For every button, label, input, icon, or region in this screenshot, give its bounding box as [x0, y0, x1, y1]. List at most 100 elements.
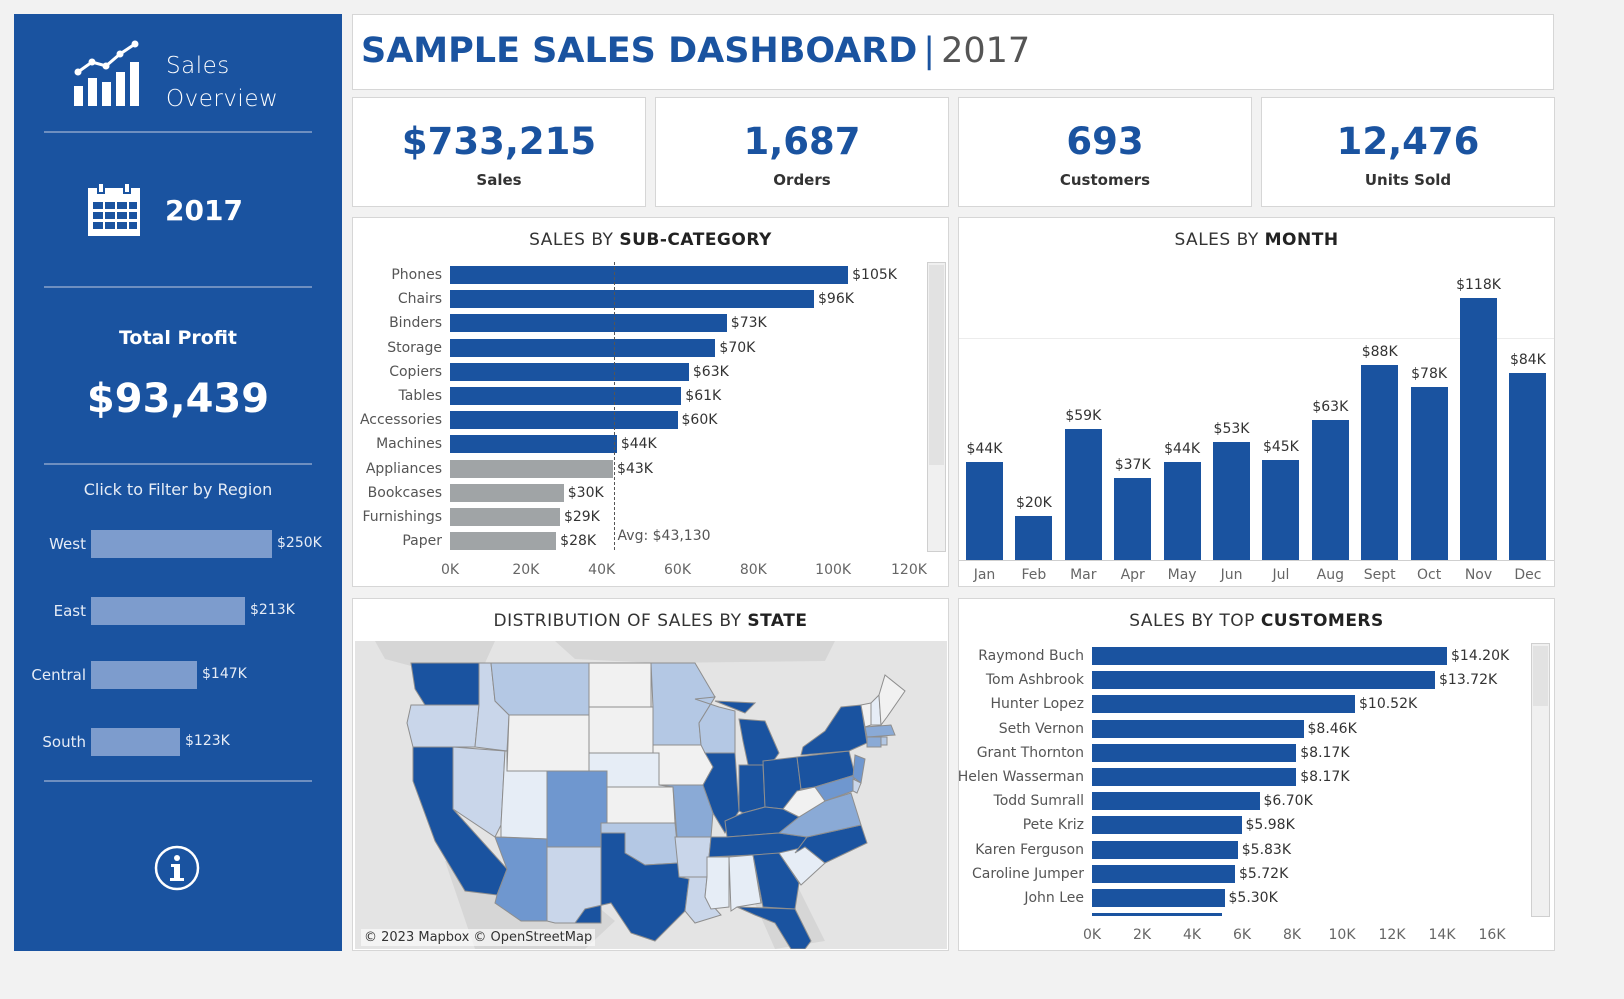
- state-RI: [880, 736, 888, 746]
- customer-bar[interactable]: [1092, 816, 1242, 835]
- month-bar[interactable]: [1311, 420, 1349, 560]
- month-bar[interactable]: [1213, 442, 1250, 560]
- subcategory-bar[interactable]: [450, 266, 849, 284]
- customer-bar[interactable]: [1092, 889, 1225, 907]
- bar-value-label: $73K: [730, 315, 767, 332]
- x-tick-label: Apr: [1120, 567, 1145, 583]
- subcategory-bar[interactable]: [450, 483, 564, 502]
- panel-title-strong: CUSTOMERS: [1260, 611, 1384, 631]
- bar-value-label: $10.52K: [1359, 696, 1418, 713]
- scrollbar[interactable]: [927, 262, 946, 552]
- region-filter-south[interactable]: South $123K: [14, 728, 342, 756]
- subcategory-bar[interactable]: [450, 508, 560, 526]
- region-bar[interactable]: [91, 530, 272, 558]
- month-bar[interactable]: [1460, 298, 1497, 560]
- bar-value-label: $29K: [563, 509, 600, 525]
- month-bar[interactable]: [1163, 462, 1201, 560]
- gridline: [959, 338, 1554, 339]
- map-attribution[interactable]: © 2023 Mapbox © OpenStreetMap: [361, 929, 596, 946]
- x-tick-label: Jul: [1272, 567, 1290, 583]
- sidebar-divider: [44, 286, 312, 288]
- region-filter-east[interactable]: East $213K: [14, 597, 342, 625]
- customer-bar[interactable]: [1092, 768, 1297, 786]
- x-tick-label: 60K: [664, 562, 691, 578]
- region-label: West: [49, 535, 86, 553]
- category-label: Copiers: [389, 363, 442, 380]
- panel-title-prefix: SALES BY: [529, 230, 620, 250]
- month-bar[interactable]: [1410, 386, 1448, 560]
- bar-value-label: $60K: [681, 412, 718, 429]
- customer-label: Grant Thornton: [976, 744, 1084, 761]
- region-filter-west[interactable]: West $250K: [14, 530, 342, 558]
- bar-value-label: $5.72K: [1239, 865, 1289, 882]
- month-bar[interactable]: [1509, 373, 1547, 560]
- region-bar[interactable]: [91, 597, 245, 625]
- customer-bar[interactable]: [1092, 743, 1297, 762]
- bar-value-label: $44K: [966, 441, 1003, 458]
- subcategory-bar[interactable]: [450, 338, 716, 357]
- region-value: $123K: [185, 733, 230, 749]
- month-bar[interactable]: [1262, 460, 1300, 560]
- customer-bar[interactable]: [1092, 792, 1260, 811]
- kpi-label: Customers: [1059, 171, 1151, 189]
- category-label: Machines: [376, 436, 442, 453]
- state-AL: [728, 854, 762, 912]
- customer-bar[interactable]: [1092, 864, 1235, 883]
- subcategory-bar[interactable]: [450, 411, 678, 430]
- customer-bar[interactable]: [1092, 671, 1435, 690]
- region-value: $213K: [250, 602, 295, 618]
- subcategory-bar[interactable]: [450, 314, 727, 333]
- sales-by-state-map-panel: DISTRIBUTION OF SALES BY STATE: [352, 598, 949, 951]
- state-ME: [878, 674, 906, 727]
- month-bar[interactable]: [1015, 515, 1053, 560]
- state-MS: [704, 856, 730, 910]
- x-tick-label: May: [1167, 567, 1197, 583]
- subcategory-bar[interactable]: [450, 532, 557, 551]
- panel-title: SALES BY SUB-CATEGORY: [353, 230, 948, 250]
- month-bar[interactable]: [966, 462, 1003, 560]
- customer-label: Pete Kriz: [1022, 817, 1084, 834]
- customer-bar[interactable]: [1092, 840, 1238, 859]
- region-bar[interactable]: [91, 661, 197, 689]
- bar-value-label: $78K: [1411, 365, 1448, 382]
- bar-value-label: $5.83K: [1241, 841, 1292, 858]
- calendar-icon: [88, 182, 140, 236]
- category-label: Accessories: [359, 412, 442, 429]
- scrollbar[interactable]: [1531, 643, 1550, 917]
- page-title-year: 2017: [941, 31, 1031, 71]
- region-bar[interactable]: [91, 728, 180, 756]
- bar-value-label: $45K: [1262, 439, 1299, 456]
- panel-title-strong: SUB-CATEGORY: [619, 230, 772, 250]
- subcategory-bar[interactable]: [450, 290, 814, 309]
- subcategory-bar[interactable]: [450, 459, 614, 478]
- bar-value-label: $6.70K: [1263, 793, 1313, 810]
- page-title: SAMPLE SALES DASHBOARD | 2017: [361, 31, 1030, 71]
- x-tick-label: 0K: [440, 562, 460, 578]
- category-label: Storage: [387, 339, 442, 356]
- us-state-map[interactable]: [355, 641, 947, 949]
- scrollbar-thumb[interactable]: [929, 265, 944, 465]
- customer-label: Todd Sumrall: [993, 793, 1084, 810]
- customer-bar[interactable]: [1092, 695, 1355, 714]
- state-WY: [506, 714, 590, 772]
- bar-value-label: $63K: [692, 363, 729, 380]
- kpi-orders: 1,687 Orders: [655, 97, 949, 207]
- scrollbar-thumb[interactable]: [1533, 646, 1548, 706]
- subcategory-bar[interactable]: [450, 387, 682, 405]
- month-bar[interactable]: [1361, 364, 1399, 560]
- info-icon[interactable]: [154, 845, 200, 891]
- state-IL: [702, 752, 740, 834]
- x-tick-label: 8K: [1282, 927, 1302, 943]
- customer-bar[interactable]: [1092, 719, 1304, 738]
- bar-value-label: $44K: [1164, 441, 1201, 458]
- customer-bar[interactable]: [1092, 647, 1447, 665]
- sidebar: Sales Overview 2017 Total Profit $93,439…: [14, 14, 342, 951]
- kpi-label: Orders: [773, 171, 831, 189]
- subcategory-bar[interactable]: [450, 362, 689, 381]
- x-tick-label: 40K: [588, 562, 616, 578]
- month-bar[interactable]: [1064, 429, 1102, 560]
- subcategory-bar[interactable]: [450, 435, 617, 454]
- region-filter-central[interactable]: Central $147K: [14, 661, 342, 689]
- category-label: Tables: [398, 388, 443, 404]
- month-bar[interactable]: [1114, 477, 1152, 560]
